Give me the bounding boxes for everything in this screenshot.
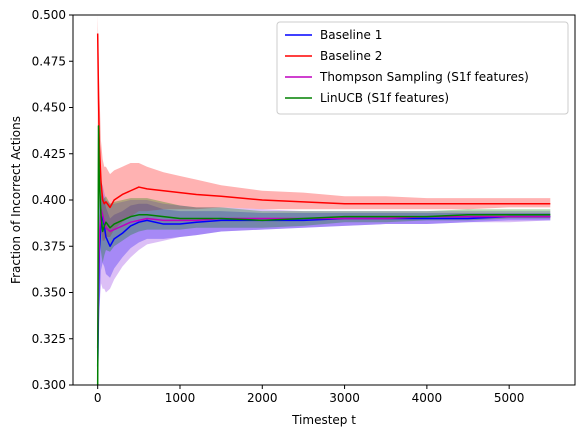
y-tick-label: 0.425: [32, 147, 66, 161]
series-line-thompson-sampling-s1f-features: [96, 208, 551, 349]
y-axis-label: Fraction of Incorrect Actions: [9, 116, 23, 284]
x-axis-label: Timestep t: [291, 413, 356, 427]
x-tick-label: 4000: [412, 391, 443, 405]
y-tick-label: 0.500: [32, 8, 66, 22]
x-tick-label: 0: [94, 391, 102, 405]
band-baseline-1: [97, 192, 551, 385]
band-thompson-sampling-s1f-features: [97, 181, 551, 385]
y-tick-label: 0.375: [32, 239, 66, 253]
y-tick-label: 0.350: [32, 286, 66, 300]
y-axis-ticks: 0.300 0.325 0.350 0.375 0.400 0.425 0.450 0.475…: [32, 8, 73, 392]
x-axis-ticks: 0 1000 2000 3000 4000 5000: [94, 385, 525, 405]
legend-label-baseline-1: Baseline 1: [320, 28, 382, 42]
band-baseline-2: [97, 15, 551, 241]
y-tick-label: 0.300: [32, 378, 66, 392]
series-lines: [96, 33, 551, 385]
confidence-bands: [97, 15, 551, 385]
y-tick-label: 0.475: [32, 54, 66, 68]
y-tick-label: 0.450: [32, 101, 66, 115]
legend-box: [276, 21, 569, 115]
series-line-baseline-2: [96, 33, 551, 209]
y-tick-label: 0.325: [32, 332, 66, 346]
x-tick-label: 3000: [329, 391, 360, 405]
legend-label-baseline-2: Baseline 2: [320, 49, 382, 63]
y-tick-label: 0.400: [32, 193, 66, 207]
legend: Baseline 1 Baseline 2 Thompson Sampling (S…: [276, 21, 569, 115]
x-tick-label: 1000: [165, 391, 196, 405]
legend-label-linucb-s1f-features: LinUCB (S1f features): [320, 91, 449, 105]
series-line-linucb-s1f-features: [96, 125, 551, 385]
legend-label-thompson-sampling-s1f-features: Thompson Sampling (S1f features): [319, 70, 529, 84]
x-tick-label: 5000: [494, 391, 525, 405]
x-tick-label: 2000: [247, 391, 278, 405]
